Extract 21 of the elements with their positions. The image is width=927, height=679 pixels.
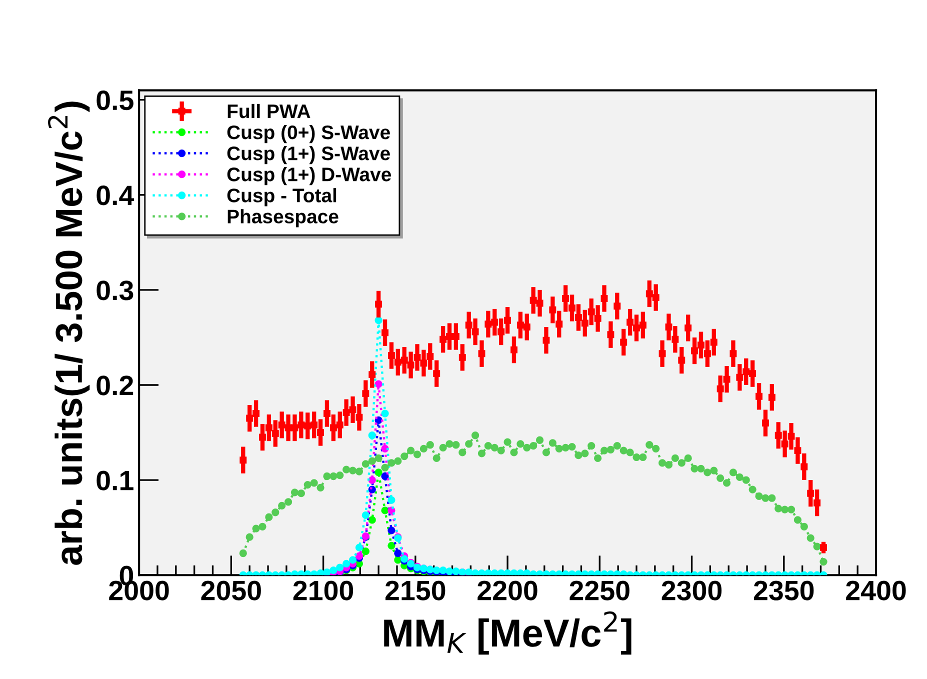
x-tick-label: 2250 — [570, 580, 630, 600]
legend-label: Cusp - Total — [227, 188, 336, 206]
y-tick-label: 0.5 — [96, 90, 134, 110]
y-tick-label: 0.2 — [96, 376, 134, 396]
x-tick-label: 2400 — [846, 580, 906, 600]
x-tick-label: 2300 — [662, 580, 722, 600]
x-tick-label: 2150 — [385, 580, 446, 600]
y-tick-label: 0.3 — [96, 280, 134, 300]
y-tick-label: 0.4 — [96, 186, 134, 206]
x-tick-label: 2350 — [754, 580, 814, 600]
legend-label: Phasespace — [228, 209, 338, 228]
legend-label: Cusp (1+) S-Wave — [227, 146, 390, 164]
legend-label: Full PWA — [228, 104, 310, 118]
x-tick-label: 2100 — [293, 580, 354, 600]
x-axis-title: MM$_{K}$ [MeV/c$^{2}$] — [384, 611, 632, 655]
legend-label: Cusp (1+) D-Wave — [227, 167, 392, 186]
x-tick-label: 2200 — [478, 580, 538, 600]
legend-label: Cusp (0+) S-Wave — [227, 124, 390, 144]
x-tick-label: 2050 — [201, 580, 261, 600]
y-tick-label: 0.1 — [96, 470, 134, 490]
y-axis-title: arb. units(1/ 3.500 MeV/c$^{2}$) — [48, 102, 90, 565]
